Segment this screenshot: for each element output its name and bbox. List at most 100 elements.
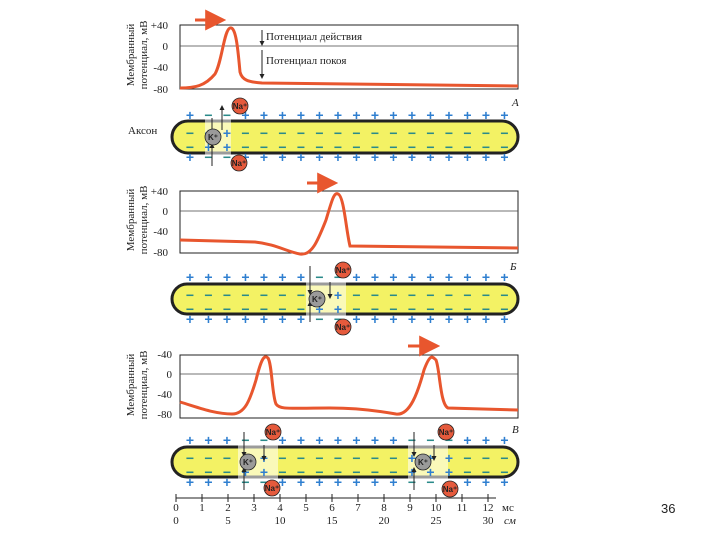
distance-axis-unit: см — [504, 515, 516, 527]
panel-a-inner-bottom-sign: − — [426, 139, 434, 155]
panel-a-inner-top-sign: − — [371, 125, 379, 141]
panel-b-y-label-line2: потенциал, мВ — [138, 186, 150, 255]
panel-b-inner-bottom-sign: − — [241, 301, 249, 317]
panel-c-outer-top-sign: + — [371, 432, 379, 448]
panel-c-outer-top-sign: + — [334, 432, 342, 448]
time-axis-unit: мс — [502, 502, 514, 514]
panel-c-inner-top-sign: − — [315, 450, 323, 466]
panel-c-inner-bottom-sign: + — [408, 464, 416, 480]
panel-c-second-na-ion-top — [437, 423, 455, 441]
panel-a-outer-bottom-sign: + — [186, 149, 194, 165]
panel-c-first-k-ion — [239, 453, 257, 471]
panel-c-potential-trace — [179, 355, 519, 416]
panel-c-first-na-top-label: Na⁺ — [266, 428, 280, 437]
panel-c-outer-top-sign: − — [241, 432, 249, 448]
panel-b-outer-bottom-sign: + — [204, 311, 212, 327]
panel-a-outer-bottom-sign: + — [352, 149, 360, 165]
panel-c-first-na-ion-bottom — [263, 479, 281, 497]
panel-a-outer-bottom-sign: + — [241, 149, 249, 165]
panel-c-outer-bottom-sign: + — [315, 474, 323, 490]
panel-b-outer-bottom-sign: + — [463, 311, 471, 327]
panel-a-outer-bottom-sign: + — [445, 149, 453, 165]
panel-c-inner-bottom-sign: − — [186, 464, 194, 480]
panel-c-outer-bottom-sign: + — [389, 474, 397, 490]
panel-a-outer-top-sign: + — [186, 107, 194, 123]
panel-c-inner-bottom-sign: − — [297, 464, 305, 480]
panel-a-outer-top-sign: + — [482, 107, 490, 123]
panel-b-tick-plus40: +40 — [151, 186, 169, 198]
panel-a-outer-top-sign: + — [408, 107, 416, 123]
panel-b-letter: Б — [509, 261, 517, 273]
panel-a-y-label-line2: потенциал, мВ — [138, 21, 150, 90]
panel-c-outer-top-sign: + — [186, 432, 194, 448]
panel-a-outer-top-sign: + — [389, 107, 397, 123]
panel-a-outer-bottom-sign: + — [463, 149, 471, 165]
panel-c-inner-top-sign: − — [223, 450, 231, 466]
panel-a-tick-minus80: -80 — [153, 84, 168, 96]
panel-c-outer-bottom-sign: + — [204, 474, 212, 490]
panel-b-k-ion — [308, 290, 326, 308]
panel-a-inner-top-sign: − — [334, 125, 342, 141]
panel-a-outer-bottom-sign: + — [500, 149, 508, 165]
panel-b-outer-top-sign: + — [371, 269, 379, 285]
panel-c-inner-top-sign: − — [278, 450, 286, 466]
panel-c-outer-bottom-sign: − — [408, 474, 416, 490]
distance-axis-ticks: 0 5 10 15 20 25 30 — [173, 515, 494, 527]
panel-b-inner-bottom-sign: − — [278, 301, 286, 317]
panel-a-inner-top-sign: − — [352, 125, 360, 141]
panel-b-na-bottom-label: Na⁺ — [336, 323, 350, 332]
panel-a-tick-plus40: +40 — [151, 20, 169, 32]
panel-a-inner-bottom-sign: − — [371, 139, 379, 155]
panel-a-inner-bottom-sign: − — [334, 139, 342, 155]
panel-a: Мембранный потенциал, мВ +40 0 -40 -80 П… — [125, 9, 520, 172]
panel-a-y-label-line1: Мембранный — [125, 24, 137, 87]
panel-c-outer-top-sign: + — [204, 432, 212, 448]
panel-c-letter: В — [512, 424, 519, 436]
panel-b-inner-top-sign: − — [482, 287, 490, 303]
panel-b-inner-top-sign: − — [500, 287, 508, 303]
panel-a-outer-bottom-sign: + — [371, 149, 379, 165]
panel-c-outer-bottom-sign: + — [223, 474, 231, 490]
panel-c-tick-minus80: -80 — [157, 409, 172, 421]
panel-b-outer-top-sign: + — [241, 269, 249, 285]
panel-b-inner-bottom-sign: − — [260, 301, 268, 317]
panel-b-inner-top-sign: − — [278, 287, 286, 303]
panel-c-inner-bottom-sign: + — [445, 464, 453, 480]
panel-b-inner-top-sign: − — [241, 287, 249, 303]
panel-a-outer-top-sign: − — [204, 107, 212, 123]
panel-a-outer-top-sign: + — [297, 107, 305, 123]
panel-b: Мембранный потенциал, мВ +40 0 -40 -80 Б… — [125, 172, 520, 336]
panel-b-inner-bottom-sign: − — [445, 301, 453, 317]
panel-b-na-top-label: Na⁺ — [336, 266, 350, 275]
distance-tick-label: 15 — [327, 515, 339, 527]
time-tick-label: 6 — [329, 502, 335, 514]
time-tick-label: 4 — [277, 502, 283, 514]
panel-c-outer-top-sign: + — [315, 432, 323, 448]
panel-c-inner-bottom-sign: − — [204, 464, 212, 480]
panel-b-outer-top-sign: + — [426, 269, 434, 285]
panel-a-k-ion — [204, 128, 222, 146]
panel-b-outer-bottom-sign: + — [297, 311, 305, 327]
panel-c-first-na-ion-top — [264, 423, 282, 441]
panel-b-outer-top-sign: + — [408, 269, 416, 285]
time-tick-label: 2 — [225, 502, 231, 514]
panel-b-outer-top-sign: + — [278, 269, 286, 285]
panel-c-inner-top-sign: − — [389, 450, 397, 466]
panel-c-outer-top-sign: + — [297, 432, 305, 448]
panel-a-inner-bottom-sign: − — [482, 139, 490, 155]
panel-b-inner-top-sign: − — [186, 287, 194, 303]
panel-b-outer-bottom-sign: + — [241, 311, 249, 327]
distance-tick-label: 20 — [379, 515, 391, 527]
panel-b-inner-top-sign: − — [260, 287, 268, 303]
panel-c-outer-bottom-sign: + — [500, 474, 508, 490]
panel-a-inner-top-sign: − — [260, 125, 268, 141]
panel-b-tick-minus80: -80 — [153, 247, 168, 259]
panel-c-inner-top-sign: + — [408, 450, 416, 466]
time-tick-label: 0 — [173, 502, 179, 514]
panel-c-inner-top-sign: − — [204, 450, 212, 466]
distance-tick-label: 10 — [275, 515, 287, 527]
panel-b-inner-top-sign: − — [204, 287, 212, 303]
panel-c-inner-top-sign: − — [334, 450, 342, 466]
panel-b-plot-frame — [179, 190, 519, 254]
